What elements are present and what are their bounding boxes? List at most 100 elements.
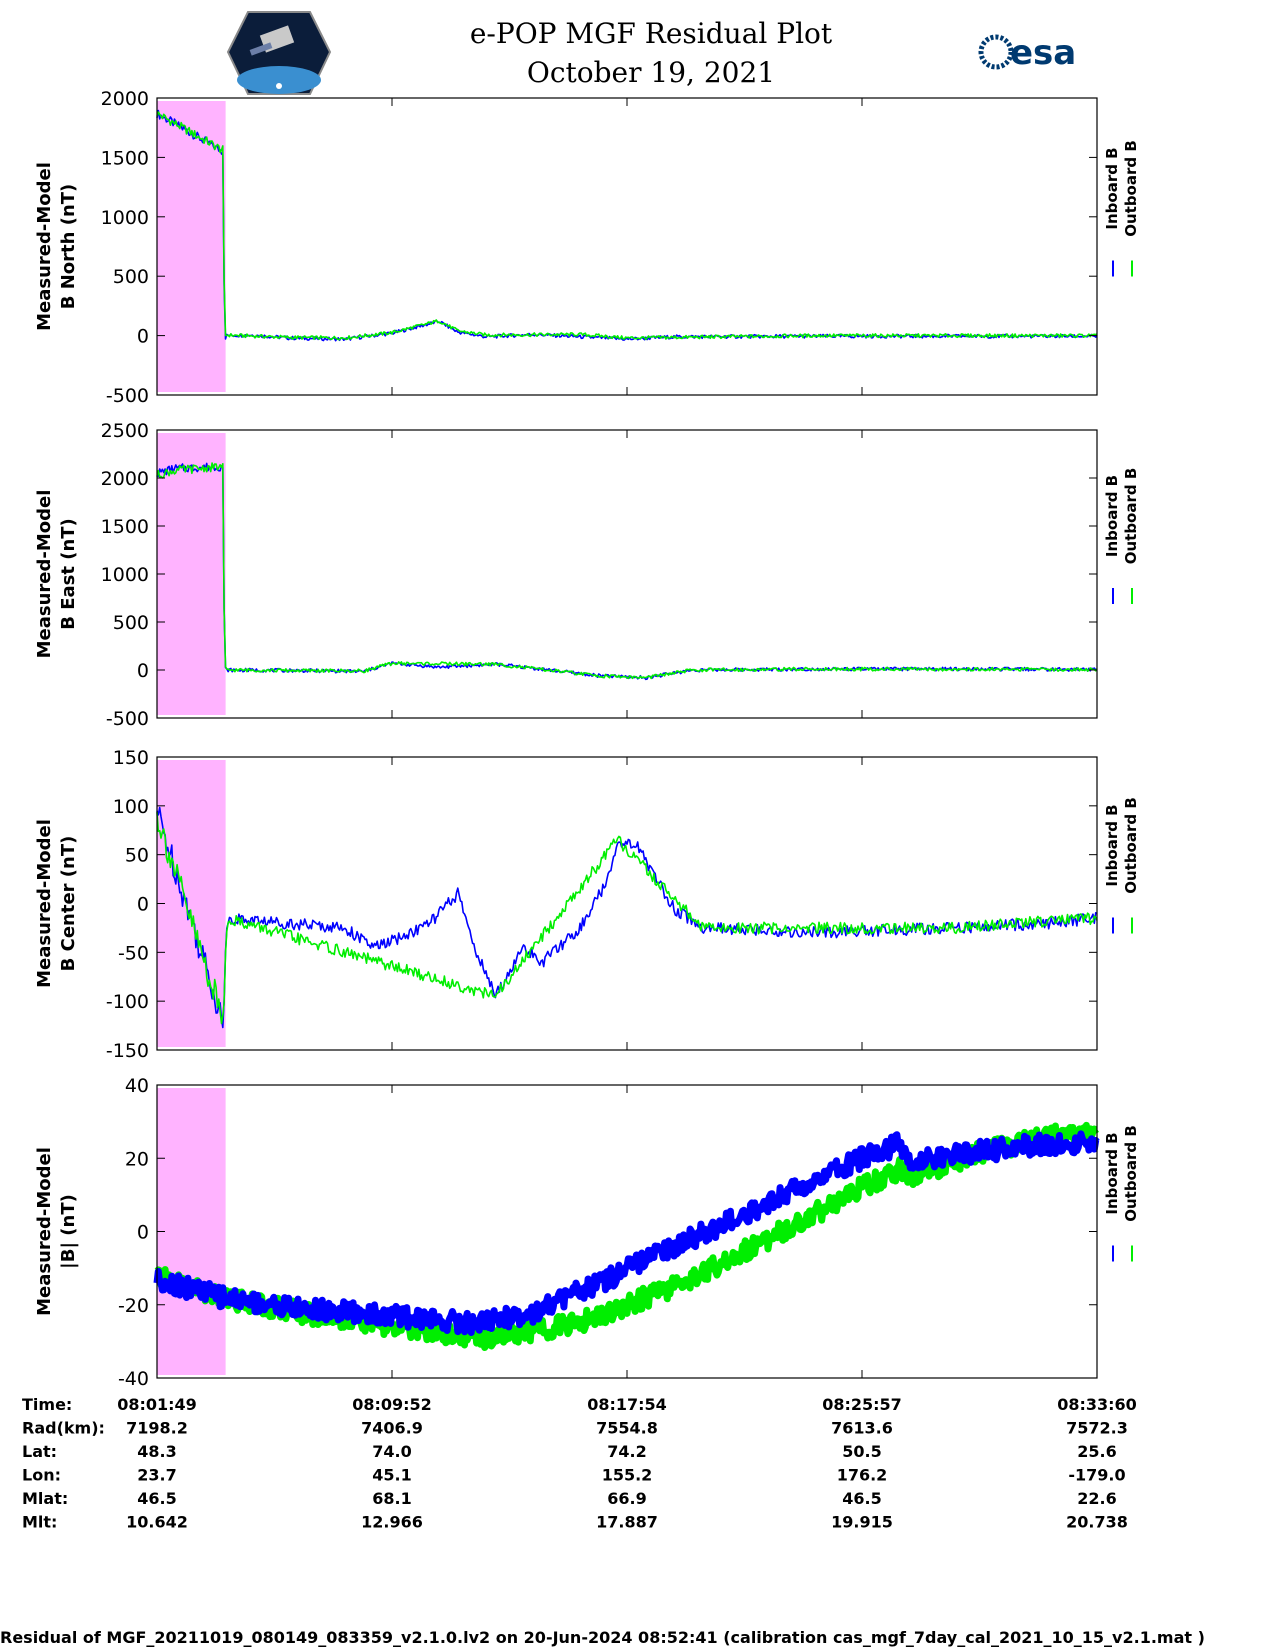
series-line-inboard xyxy=(156,462,1098,681)
orbit-cell: 176.2 xyxy=(837,1466,888,1485)
series-line-outboard xyxy=(156,462,1098,680)
panel-b-east: -500 0 500 1000 1500 2000 2500 Measured-Model B … xyxy=(34,420,1140,730)
orbit-cell: 08:25:57 xyxy=(822,1395,902,1414)
legend-label: Outboard B xyxy=(1122,1125,1140,1222)
plot-frame xyxy=(156,1084,1098,1379)
y-tick-label: 2500 xyxy=(101,420,149,442)
orbit-cell: 17.887 xyxy=(596,1513,658,1532)
orbit-row: Time: 08:01:49 08:09:52 08:17:54 08:25:57 08:… xyxy=(22,1395,1137,1414)
legend-label: Inboard B xyxy=(1103,1132,1121,1214)
y-tick-label: 1500 xyxy=(101,147,149,169)
series-line-outboard xyxy=(154,1121,1100,1351)
orbit-cell: 7406.9 xyxy=(361,1419,423,1438)
legend-label: Outboard B xyxy=(1122,797,1140,894)
orbit-cell: 45.1 xyxy=(372,1466,411,1485)
y-axis-label: Measured-Model xyxy=(34,162,55,331)
y-tick-label: 1000 xyxy=(101,564,149,586)
orbit-row-label: Mlat: xyxy=(22,1489,68,1508)
orbit-cell: 68.1 xyxy=(372,1489,411,1508)
orbit-row: Mlat: 46.5 68.1 66.9 46.5 22.6 xyxy=(22,1489,1117,1508)
orbit-row-label: Rad(km): xyxy=(22,1419,105,1438)
orbit-cell: 22.6 xyxy=(1077,1489,1116,1508)
orbit-cell: 50.5 xyxy=(842,1442,881,1461)
panel-b-magnitude: -40 -20 0 20 40 Measured-Model |B| (nT) Inboard… xyxy=(34,1075,1140,1390)
y-tick-label: -500 xyxy=(106,708,149,730)
orbit-cell: 08:01:49 xyxy=(117,1395,197,1414)
orbit-row: Rad(km): 7198.2 7406.9 7554.8 7613.6 7572.3 xyxy=(22,1419,1128,1438)
orbit-cell: 19.915 xyxy=(831,1513,893,1532)
orbit-cell: 7613.6 xyxy=(831,1419,893,1438)
y-tick-label: 20 xyxy=(125,1148,149,1170)
y-tick-label: 1000 xyxy=(101,207,149,229)
y-tick-label: 150 xyxy=(113,747,149,769)
y-tick-label: 50 xyxy=(125,845,149,867)
y-tick-label: 40 xyxy=(125,1075,149,1097)
y-tick-label: -40 xyxy=(118,1368,149,1390)
orbit-cell: 155.2 xyxy=(602,1466,653,1485)
legend-label: Inboard B xyxy=(1103,804,1121,886)
orbit-cell: 25.6 xyxy=(1077,1442,1116,1461)
orbit-cell: 66.9 xyxy=(607,1489,646,1508)
series-line-inboard xyxy=(156,806,1098,1029)
y-tick-label: 0 xyxy=(137,894,149,916)
orbit-cell: 7572.3 xyxy=(1066,1419,1128,1438)
orbit-cell: 7554.8 xyxy=(596,1419,658,1438)
orbit-cell: 23.7 xyxy=(137,1466,176,1485)
y-tick-label: 500 xyxy=(113,266,149,288)
orbit-cell: 74.2 xyxy=(607,1442,646,1461)
y-tick-label: 1500 xyxy=(101,516,149,538)
y-tick-label: -20 xyxy=(118,1295,149,1317)
y-axis-label: |B| (nT) xyxy=(58,1194,79,1269)
y-axis-label: B North (nT) xyxy=(58,184,79,310)
figure-date: October 19, 2021 xyxy=(527,56,775,89)
y-tick-label: 2000 xyxy=(101,468,149,490)
orbit-cell: -179.0 xyxy=(1068,1466,1125,1485)
orbit-row-label: Lat: xyxy=(22,1442,57,1461)
shaded-interval xyxy=(157,1088,226,1375)
footer-text: Residual of MGF_20211019_080149_083359_v… xyxy=(0,1628,1205,1647)
y-axis-label: Measured-Model xyxy=(34,490,55,659)
y-axis-label: Measured-Model xyxy=(34,1147,55,1316)
plot-frame xyxy=(156,756,1098,1051)
plot-frame xyxy=(156,429,1098,719)
y-tick-label: -50 xyxy=(118,942,149,964)
orbit-table: Time: 08:01:49 08:09:52 08:17:54 08:25:57 08:… xyxy=(22,1395,1137,1532)
orbit-cell: 46.5 xyxy=(842,1489,881,1508)
panel-b-north: -500 0 500 1000 1500 2000 Measured-Model B Nort… xyxy=(34,88,1140,407)
orbit-cell: 46.5 xyxy=(137,1489,176,1508)
series-line-outboard xyxy=(156,812,1098,1025)
orbit-row: Lat: 48.3 74.0 74.2 50.5 25.6 xyxy=(22,1442,1117,1461)
legend-label: Inboard B xyxy=(1103,147,1121,229)
orbit-cell: 74.0 xyxy=(372,1442,411,1461)
series-line-inboard xyxy=(156,109,1098,342)
y-tick-label: -500 xyxy=(106,385,149,407)
y-tick-label: -150 xyxy=(106,1040,149,1062)
esa-logo: esa xyxy=(978,33,1076,73)
orbit-row-label: Time: xyxy=(22,1395,72,1414)
orbit-row: Lon: 23.7 45.1 155.2 176.2 -179.0 xyxy=(22,1466,1126,1485)
orbit-cell: 08:09:52 xyxy=(352,1395,432,1414)
orbit-cell: 12.966 xyxy=(361,1513,423,1532)
orbit-cell: 48.3 xyxy=(137,1442,176,1461)
y-tick-label: 2000 xyxy=(101,88,149,110)
legend-label: Inboard B xyxy=(1103,475,1121,557)
orbit-row-label: Lon: xyxy=(22,1466,61,1485)
shaded-interval xyxy=(157,101,226,392)
legend-label: Outboard B xyxy=(1122,140,1140,237)
series-line-outboard xyxy=(156,111,1098,341)
y-tick-label: 0 xyxy=(137,326,149,348)
header: e-POP MGF Residual Plot October 19, 2021… xyxy=(226,11,1076,95)
y-tick-label: 0 xyxy=(137,1222,149,1244)
y-axis-label: B East (nT) xyxy=(58,518,79,630)
orbit-cell: 7198.2 xyxy=(126,1419,188,1438)
orbit-cell: 20.738 xyxy=(1066,1513,1128,1532)
orbit-cell: 10.642 xyxy=(126,1513,188,1532)
shaded-interval xyxy=(157,433,226,715)
y-tick-label: 100 xyxy=(113,796,149,818)
y-axis-label: B Center (nT) xyxy=(58,836,79,972)
panel-b-center: -150 -100 -50 0 50 100 150 Measured-Model B Cent… xyxy=(34,747,1140,1062)
series-line-inboard xyxy=(153,1130,1100,1336)
orbit-cell: 08:17:54 xyxy=(587,1395,667,1414)
y-tick-label: 0 xyxy=(137,660,149,682)
